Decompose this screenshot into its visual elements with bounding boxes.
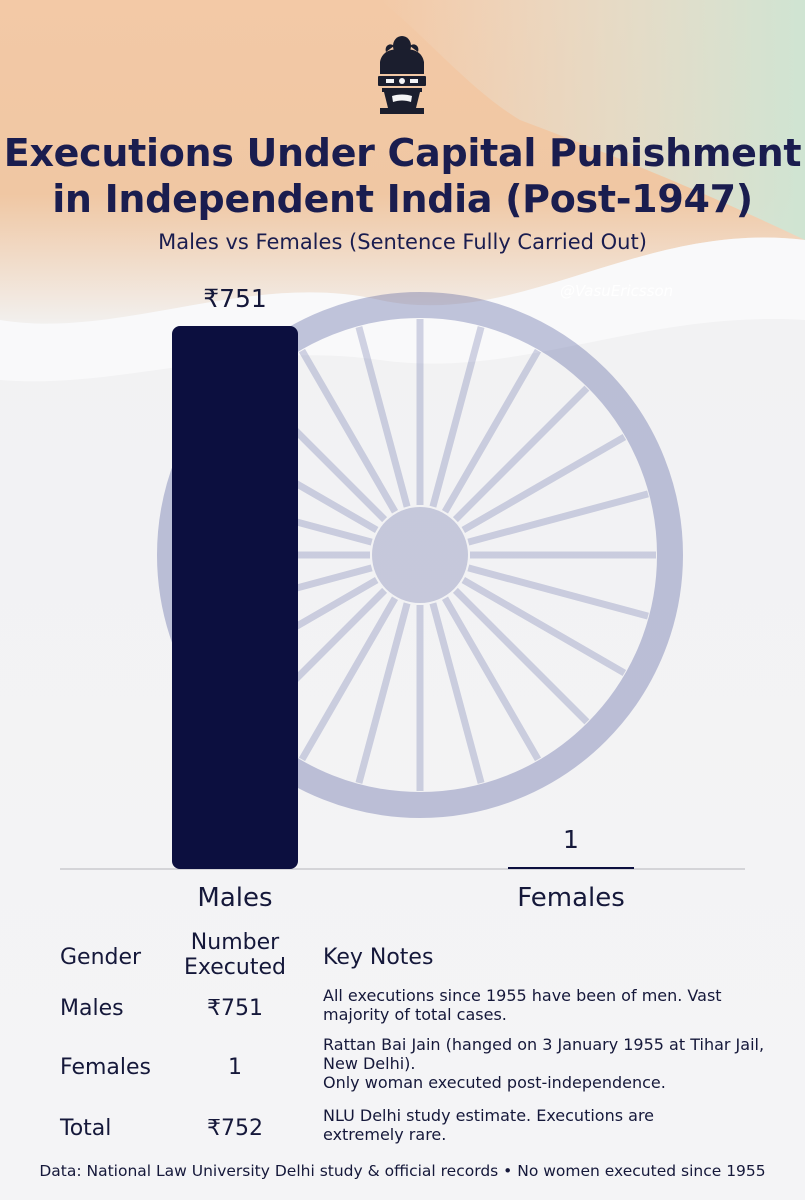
page-title-line2: in Independent India (Post-1947) — [52, 177, 753, 221]
category-label-males: Males — [197, 883, 273, 913]
table-row-notes: All executions since 1955 have been of m… — [323, 986, 783, 1024]
table-header-number-line1: Number — [190, 930, 280, 955]
table-row-gender: Males — [60, 996, 124, 1021]
chakra-spoke — [467, 564, 649, 620]
page-subtitle: Males vs Females (Sentence Fully Carried… — [158, 230, 647, 254]
chakra-spoke — [355, 602, 411, 784]
chakra-spoke — [441, 596, 542, 762]
table-row-gender: Total — [60, 1116, 112, 1141]
chakra-spoke — [461, 433, 627, 534]
chakra-spoke — [298, 348, 399, 514]
chakra-spoke — [452, 385, 590, 523]
watermark: @VasuEricsson — [560, 282, 674, 300]
bar-females — [508, 867, 634, 869]
table-header-key-notes: Key Notes — [323, 945, 434, 970]
bar-males — [172, 326, 298, 869]
chakra-spoke — [461, 576, 627, 677]
table-header-number: Number Executed — [180, 930, 290, 980]
note-line: extremely rare. — [323, 1125, 447, 1144]
table-row-number: ₹752 — [207, 1116, 263, 1141]
chakra-spoke — [429, 602, 485, 784]
ashoka-lion-capital-icon — [378, 36, 426, 114]
chakra-spoke — [298, 596, 399, 762]
table-header-number-line2: Executed — [184, 955, 286, 980]
chakra-spoke — [441, 348, 542, 514]
table-header-gender: Gender — [60, 945, 142, 970]
bar-value-label-females: 1 — [563, 825, 579, 854]
chakra-spoke — [452, 587, 590, 725]
chakra-spoke — [467, 490, 649, 546]
note-line: All executions since 1955 have been of m… — [323, 986, 722, 1005]
table-row-notes: Rattan Bai Jain (hanged on 3 January 195… — [323, 1035, 783, 1092]
category-label-females: Females — [517, 883, 625, 913]
footer-source: Data: National Law University Delhi stud… — [39, 1162, 766, 1180]
page-title-line1: Executions Under Capital Punishment — [3, 131, 802, 175]
note-line: Only woman executed post-independence. — [323, 1073, 666, 1092]
table-row-notes: NLU Delhi study estimate. Executions are… — [323, 1106, 783, 1144]
chakra-spoke — [429, 326, 485, 508]
table-row-number: ₹751 — [207, 996, 263, 1021]
note-line: New Delhi). — [323, 1054, 416, 1073]
chakra-spoke — [355, 326, 411, 508]
bar-value-label-males: ₹751 — [203, 284, 267, 313]
table-row-number: 1 — [228, 1055, 242, 1080]
note-line: majority of total cases. — [323, 1005, 507, 1024]
note-line: Rattan Bai Jain (hanged on 3 January 195… — [323, 1035, 765, 1054]
note-line: NLU Delhi study estimate. Executions are — [323, 1106, 655, 1125]
table-row-gender: Females — [60, 1055, 152, 1080]
